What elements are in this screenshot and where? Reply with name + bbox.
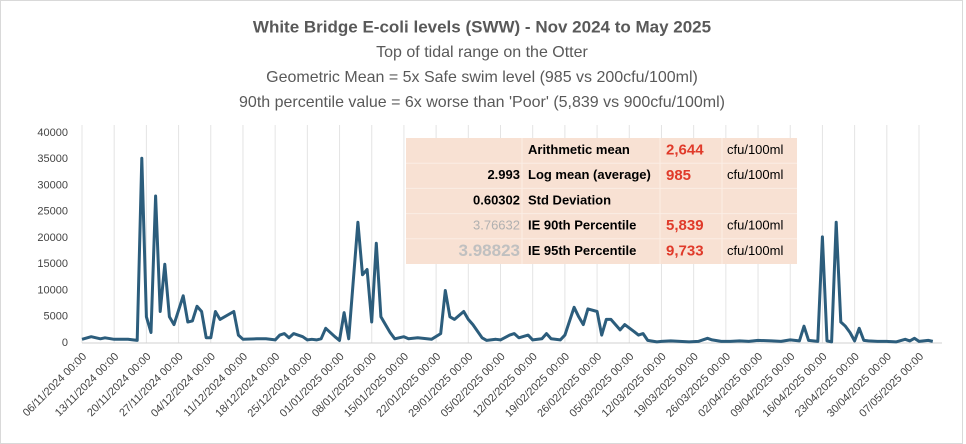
subtitle: 90th percentile value = 6x worse than 'P…: [239, 94, 725, 111]
y-tick-label: 35000: [37, 153, 68, 165]
y-tick-label: 0: [62, 337, 68, 349]
subtitle: Top of tidal range on the Otter: [376, 44, 588, 61]
log-value: 2.993: [487, 167, 520, 182]
stats-box: [406, 138, 797, 264]
subtitle: Geometric Mean = 5x Safe swim level (985…: [266, 69, 698, 86]
y-tick-label: 10000: [37, 284, 68, 296]
stat-label: IE 90th Percentile: [528, 218, 636, 233]
stat-label: Log mean (average): [528, 167, 651, 182]
stat-label: Std Deviation: [528, 192, 611, 207]
log-value: 0.60302: [473, 192, 520, 207]
stat-unit: cfu/100ml: [727, 243, 783, 258]
data-line: [81, 156, 934, 344]
stat-value: 5,839: [666, 217, 704, 234]
stat-label: IE 95th Percentile: [528, 243, 636, 258]
chart-title: White Bridge E-coli levels (SWW) - Nov 2…: [253, 17, 711, 36]
y-tick-label: 15000: [37, 258, 68, 270]
y-tick-label: 30000: [37, 179, 68, 191]
y-tick-label: 25000: [37, 206, 68, 218]
y-tick-label: 40000: [37, 127, 68, 139]
stat-unit: cfu/100ml: [727, 142, 783, 157]
stat-value: 9,733: [666, 242, 704, 259]
stat-value: 985: [666, 167, 691, 184]
y-tick-label: 20000: [37, 232, 68, 244]
log-value: 3.76632: [473, 218, 520, 233]
stat-label: Arithmetic mean: [528, 142, 630, 157]
log-value: 3.98823: [459, 241, 520, 260]
y-tick-label: 5000: [44, 311, 68, 323]
stat-unit: cfu/100ml: [727, 218, 783, 233]
stat-value: 2,644: [666, 142, 704, 159]
stat-unit: cfu/100ml: [727, 167, 783, 182]
